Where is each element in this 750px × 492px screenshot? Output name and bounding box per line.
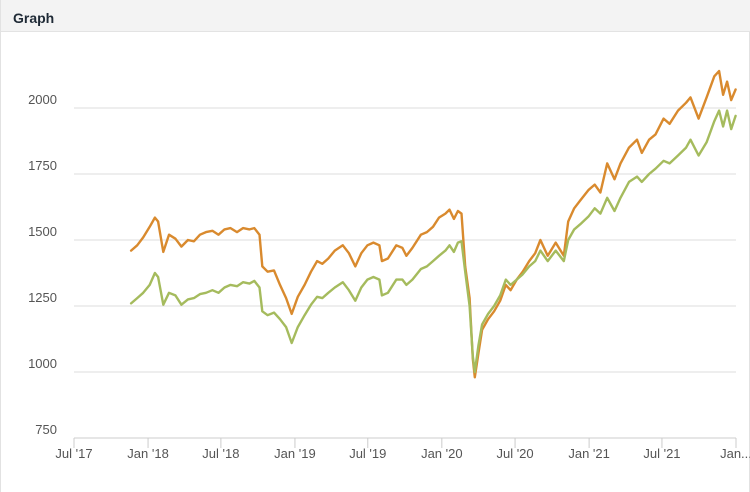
x-tick-label: Jul '21 (643, 446, 680, 461)
x-tick-label: Jan '18 (127, 446, 169, 461)
x-tick-label: Jul '17 (55, 446, 92, 461)
x-tick-label: Jan '20 (421, 446, 463, 461)
series-layer (129, 69, 737, 379)
series-line-1 (129, 69, 737, 379)
y-tick-label: 1250 (28, 290, 57, 305)
x-axis (73, 437, 737, 448)
grid-layer (74, 107, 736, 439)
x-tick-label: Jul '19 (349, 446, 386, 461)
y-tick-label: 2000 (28, 92, 57, 107)
x-tick-label: Jan... (720, 446, 750, 461)
y-tick-label: 1500 (28, 224, 57, 239)
series-line-2 (129, 109, 737, 374)
tick-labels: 750 1000 1250 1500 1750 2000 Jul '17 Jan '18 Jul… (28, 92, 750, 461)
y-tick-label: 1750 (28, 158, 57, 173)
x-tick-label: Jul '18 (202, 446, 239, 461)
panel-title: Graph (13, 10, 55, 26)
x-tick-label: Jul '20 (496, 446, 533, 461)
x-tick-label: Jan '19 (274, 446, 316, 461)
y-tick-label: 750 (35, 422, 57, 437)
x-tick-label: Jan '21 (568, 446, 610, 461)
y-tick-label: 1000 (28, 356, 57, 371)
panel-header: Graph (1, 0, 750, 32)
